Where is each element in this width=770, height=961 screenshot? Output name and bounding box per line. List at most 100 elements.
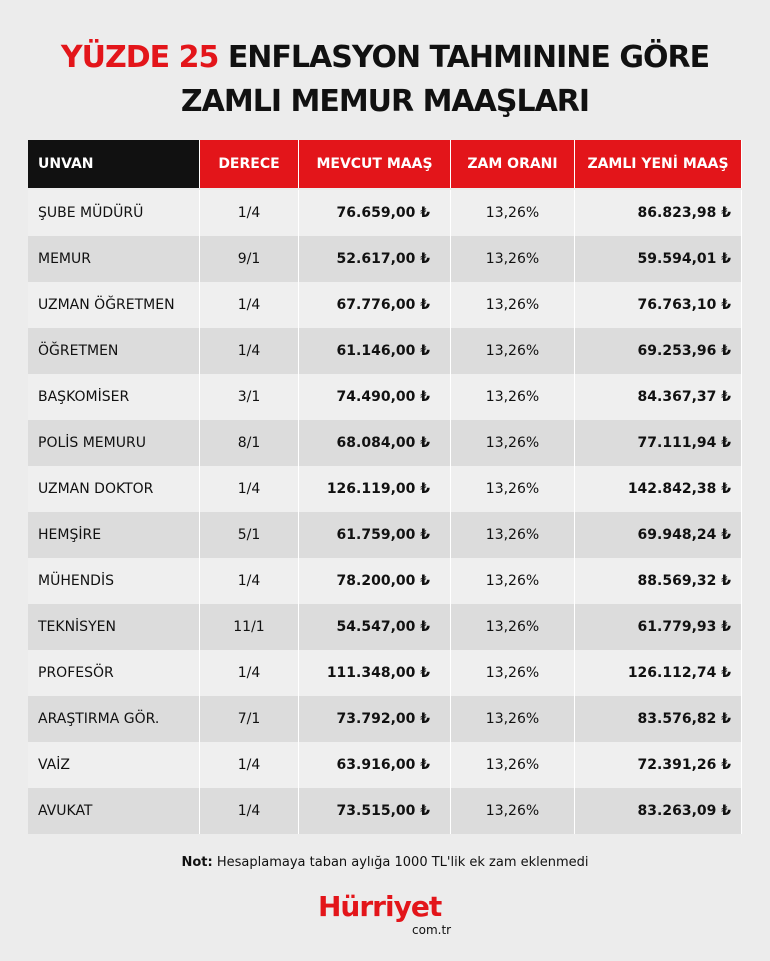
table-cell: 13,26% (451, 420, 575, 466)
header-row: UNVAN DERECE MEVCUT MAAŞ ZAM ORANI ZAMLI YEN… (28, 140, 742, 188)
table-cell: MÜHENDİS (28, 558, 200, 604)
title-line2: ZAMLI MEMUR MAAŞLARI (180, 84, 590, 119)
table-row: BAŞKOMİSER 3/1 74.490,00 ₺ 13,26% 84.367,37 … (28, 374, 742, 420)
title: YÜZDE 25 ENFLASYON TAHMININE GÖRE (0, 40, 770, 75)
table-cell: HEMŞİRE (28, 512, 200, 558)
table-cell: 13,26% (451, 696, 575, 742)
header-cell: MEVCUT MAAŞ (299, 140, 451, 188)
table-cell: 11/1 (200, 604, 299, 650)
table-cell: 69.948,24 ₺ (575, 512, 742, 558)
table-cell: 78.200,00 ₺ (299, 558, 451, 604)
header-cell: ZAM ORANI (451, 140, 575, 188)
table-cell: 72.391,26 ₺ (575, 742, 742, 788)
table-cell: 86.823,98 ₺ (575, 190, 742, 236)
title-rest: ENFLASYON TAHMININE GÖRE (227, 40, 710, 75)
table-cell: 142.842,38 ₺ (575, 466, 742, 512)
table-cell: 13,26% (451, 788, 575, 834)
table-cell: 9/1 (200, 236, 299, 282)
table-cell: 126.119,00 ₺ (299, 466, 451, 512)
table-row: PROFESÖR 1/4 111.348,00 ₺ 13,26% 126.112,74 … (28, 650, 742, 696)
table-cell: 126.112,74 ₺ (575, 650, 742, 696)
table-cell: 61.146,00 ₺ (299, 328, 451, 374)
table-row: ÖĞRETMEN 1/4 61.146,00 ₺ 13,26% 69.253,96 ₺ (28, 328, 742, 374)
table-row: VAİZ 1/4 63.916,00 ₺ 13,26% 72.391,26 ₺ (28, 742, 742, 788)
table-cell: 1/4 (200, 190, 299, 236)
table-cell: 61.759,00 ₺ (299, 512, 451, 558)
table-cell: 76.659,00 ₺ (299, 190, 451, 236)
table-cell: 73.515,00 ₺ (299, 788, 451, 834)
table-cell: 74.490,00 ₺ (299, 374, 451, 420)
table-cell: MEMUR (28, 236, 200, 282)
note-label: Not: (181, 855, 213, 870)
table-cell: VAİZ (28, 742, 200, 788)
table-row: HEMŞİRE 5/1 61.759,00 ₺ 13,26% 69.948,24 ₺ (28, 512, 742, 558)
logo: Hürriyet (318, 890, 442, 923)
table-cell: 1/4 (200, 282, 299, 328)
table-cell: UZMAN DOKTOR (28, 466, 200, 512)
table-cell: 13,26% (451, 466, 575, 512)
table-cell: 13,26% (451, 742, 575, 788)
table-cell: 13,26% (451, 374, 575, 420)
table-cell: 77.111,94 ₺ (575, 420, 742, 466)
table-cell: 13,26% (451, 604, 575, 650)
table-cell: AVUKAT (28, 788, 200, 834)
table-row: TEKNİSYEN 11/1 54.547,00 ₺ 13,26% 61.779,93 … (28, 604, 742, 650)
table-cell: 83.263,09 ₺ (575, 788, 742, 834)
table-cell: ŞUBE MÜDÜRÜ (28, 190, 200, 236)
note-text: Hesaplamaya taban aylığa 1000 TL'lik ek … (216, 855, 589, 870)
table-row: AVUKAT 1/4 73.515,00 ₺ 13,26% 83.263,09 ₺ (28, 788, 742, 834)
table-cell: 13,26% (451, 328, 575, 374)
table-cell: ARAŞTIRMA GÖR. (28, 696, 200, 742)
table-cell: 69.253,96 ₺ (575, 328, 742, 374)
table-cell: 52.617,00 ₺ (299, 236, 451, 282)
table-cell: 83.576,82 ₺ (575, 696, 742, 742)
table: UNVAN DERECE MEVCUT MAAŞ ZAM ORANI ZAMLI YEN… (28, 140, 742, 834)
table-row: ŞUBE MÜDÜRÜ 1/4 76.659,00 ₺ 13,26% 86.823,98… (28, 190, 742, 236)
table-cell: 63.916,00 ₺ (299, 742, 451, 788)
table-cell: 1/4 (200, 650, 299, 696)
table-cell: 13,26% (451, 558, 575, 604)
table-cell: 13,26% (451, 650, 575, 696)
header-cell: UNVAN (28, 140, 200, 188)
table-cell: TEKNİSYEN (28, 604, 200, 650)
header-cell: DERECE (200, 140, 299, 188)
table-cell: ÖĞRETMEN (28, 328, 200, 374)
table-row: MÜHENDİS 1/4 78.200,00 ₺ 13,26% 88.569,32 ₺ (28, 558, 742, 604)
title-highlight: YÜZDE 25 (60, 40, 219, 75)
table-cell: 1/4 (200, 788, 299, 834)
table-cell: 111.348,00 ₺ (299, 650, 451, 696)
logo-domain: com.tr (412, 923, 452, 937)
table-cell: 13,26% (451, 282, 575, 328)
table-cell: BAŞKOMİSER (28, 374, 200, 420)
table-cell: 73.792,00 ₺ (299, 696, 451, 742)
table-cell: 59.594,01 ₺ (575, 236, 742, 282)
table-cell: 84.367,37 ₺ (575, 374, 742, 420)
table-cell: 67.776,00 ₺ (299, 282, 451, 328)
table-row: MEMUR 9/1 52.617,00 ₺ 13,26% 59.594,01 ₺ (28, 236, 742, 282)
table-row: ARAŞTIRMA GÖR. 7/1 73.792,00 ₺ 13,26% 83.576… (28, 696, 742, 742)
table-cell: 1/4 (200, 742, 299, 788)
table-cell: PROFESÖR (28, 650, 200, 696)
note: Not: Hesaplamaya taban aylığa 1000 TL'li… (0, 855, 770, 870)
table-cell: POLİS MEMURU (28, 420, 200, 466)
table-cell: 13,26% (451, 190, 575, 236)
table-row: UZMAN DOKTOR 1/4 126.119,00 ₺ 13,26% 142.842… (28, 466, 742, 512)
table-cell: 54.547,00 ₺ (299, 604, 451, 650)
table-cell: UZMAN ÖĞRETMEN (28, 282, 200, 328)
table-cell: 13,26% (451, 512, 575, 558)
table-cell: 13,26% (451, 236, 575, 282)
table-cell: 5/1 (200, 512, 299, 558)
table-cell: 76.763,10 ₺ (575, 282, 742, 328)
table-cell: 3/1 (200, 374, 299, 420)
table-cell: 8/1 (200, 420, 299, 466)
table-cell: 1/4 (200, 328, 299, 374)
table-cell: 1/4 (200, 466, 299, 512)
table-row: UZMAN ÖĞRETMEN 1/4 67.776,00 ₺ 13,26% 76.763… (28, 282, 742, 328)
table-cell: 88.569,32 ₺ (575, 558, 742, 604)
table-cell: 68.084,00 ₺ (299, 420, 451, 466)
table-cell: 7/1 (200, 696, 299, 742)
header-cell: ZAMLI YENİ MAAŞ (575, 140, 742, 188)
table-row: POLİS MEMURU 8/1 68.084,00 ₺ 13,26% 77.111,9… (28, 420, 742, 466)
table-cell: 1/4 (200, 558, 299, 604)
